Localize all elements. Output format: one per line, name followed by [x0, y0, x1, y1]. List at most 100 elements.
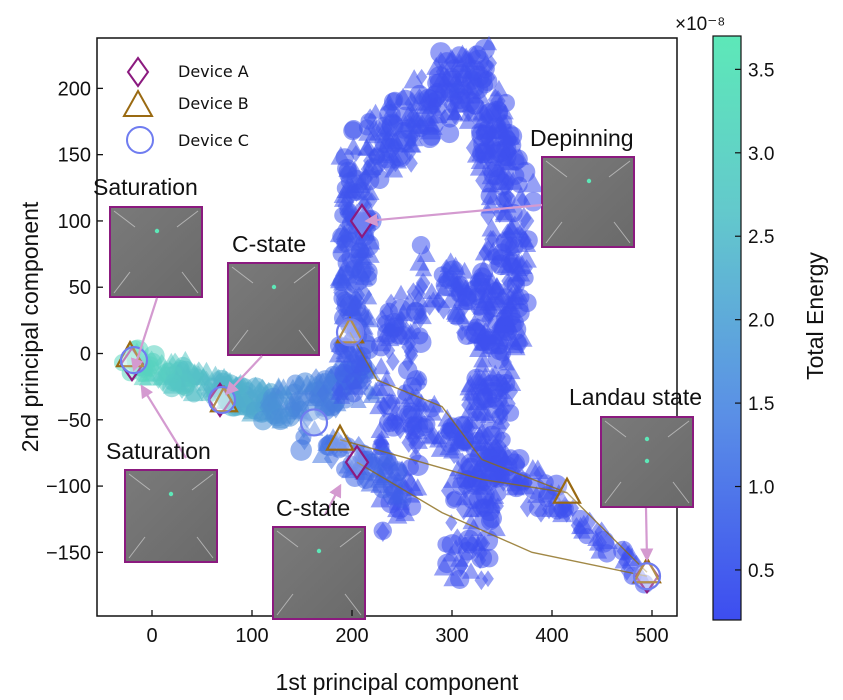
- label-depinning: Depinning: [530, 125, 634, 151]
- cloud-point: [392, 489, 412, 509]
- cloud-point: [362, 382, 376, 402]
- cloud-point: [430, 440, 449, 457]
- cloud-point: [347, 240, 367, 258]
- device-c-marker: [632, 562, 662, 591]
- label-landau-state: Landau state: [569, 384, 702, 410]
- cloud-point: [343, 121, 363, 141]
- cloud-point: [461, 456, 474, 475]
- cloud-point: [383, 392, 396, 410]
- cloud-point: [486, 229, 500, 249]
- cloud-point: [301, 411, 314, 429]
- inset-domain-walls: [545, 160, 631, 244]
- inset-frame: [124, 469, 218, 563]
- cloud-point: [332, 237, 350, 254]
- cloud-point: [486, 327, 505, 344]
- cloud-point: [422, 115, 441, 132]
- cloud-point: [443, 420, 457, 441]
- cloud-point: [451, 76, 464, 94]
- cloud-point: [182, 382, 204, 402]
- inset-domain-walls: [604, 420, 690, 504]
- cloud-point: [328, 346, 347, 363]
- cloud-point: [305, 420, 324, 436]
- cloud-point: [496, 256, 516, 274]
- x-axis-ticks: 0 100 200 300 400 500: [146, 610, 669, 647]
- colorbar-tick-label: 2.0: [748, 311, 774, 332]
- trajectory-line: [356, 461, 648, 577]
- cloud-point: [496, 333, 514, 349]
- inset-cstate-top: [227, 262, 320, 356]
- cloud-point: [458, 112, 478, 129]
- cloud-point: [502, 132, 515, 149]
- cloud-point: [533, 465, 546, 482]
- cloud-point: [362, 140, 376, 159]
- cloud-point: [519, 231, 532, 249]
- label-saturation-bottom: Saturation: [106, 438, 211, 464]
- cloud-point: [455, 261, 474, 279]
- cloud-point: [485, 144, 498, 161]
- cloud-point: [424, 291, 443, 308]
- y-tick-label: 200: [58, 78, 91, 100]
- cloud-point: [476, 282, 490, 302]
- inset-core-dot: [154, 228, 160, 234]
- y-tick-label: −50: [57, 410, 91, 432]
- legend-diamond-icon: [126, 56, 150, 88]
- cloud-point: [523, 191, 544, 212]
- cloud-point: [333, 388, 351, 404]
- cloud-point: [332, 274, 350, 292]
- y-tick-label: −100: [46, 476, 91, 498]
- cloud-point: [471, 436, 483, 453]
- cloud-point: [485, 54, 498, 72]
- cloud-point: [512, 288, 530, 306]
- colorbar-tick-label: 3.0: [748, 144, 774, 165]
- legend: Device A Device B Device C: [122, 56, 249, 154]
- cloud-point: [394, 310, 407, 327]
- cloud-point: [595, 534, 607, 552]
- cloud-point: [522, 172, 544, 193]
- cloud-point: [416, 68, 428, 85]
- trajectory-lines: [339, 331, 648, 577]
- cloud-point: [436, 298, 451, 320]
- cloud-point: [474, 570, 489, 591]
- cloud-point: [341, 344, 363, 364]
- cloud-point: [511, 270, 526, 291]
- cloud-point: [457, 287, 477, 307]
- cloud-point: [456, 77, 476, 95]
- cloud-point: [504, 215, 526, 235]
- y-tick-label: −150: [46, 542, 91, 564]
- cloud-point: [502, 274, 516, 294]
- cloud-point: [323, 447, 340, 470]
- cloud-point: [553, 500, 572, 519]
- cloud-point: [390, 131, 410, 150]
- inset-saturation-bottom: [124, 469, 218, 563]
- cloud-point: [336, 291, 354, 309]
- cloud-point: [351, 435, 366, 457]
- cloud-point: [494, 146, 507, 165]
- cloud-point: [471, 145, 489, 162]
- annotation-arrow: [640, 507, 654, 562]
- cloud-point: [360, 474, 380, 492]
- y-tick-label: 0: [80, 344, 91, 366]
- device-c-marker: [335, 318, 365, 347]
- legend-circle-icon: [126, 126, 154, 154]
- cloud-point: [351, 250, 374, 270]
- device-b-marker: [325, 423, 355, 451]
- inset-domain-walls: [276, 530, 362, 616]
- device-b-marker: [209, 384, 239, 413]
- legend-label-c: Device C: [178, 131, 249, 150]
- cloud-point: [463, 518, 483, 537]
- cloud-point: [341, 231, 358, 248]
- cloud-point: [495, 305, 517, 326]
- cloud-point: [410, 331, 432, 353]
- inset-depinning: [541, 156, 635, 248]
- cloud-point: [473, 356, 491, 373]
- cloud-point: [311, 444, 333, 463]
- cloud-point: [437, 52, 456, 70]
- cloud-point: [511, 470, 524, 489]
- cloud-point: [572, 520, 587, 540]
- cloud-point: [494, 391, 511, 407]
- colorbar-tick-label: 3.5: [748, 60, 774, 81]
- cloud-point: [472, 296, 493, 315]
- colorbar-exponent: ×10⁻⁸: [675, 14, 725, 35]
